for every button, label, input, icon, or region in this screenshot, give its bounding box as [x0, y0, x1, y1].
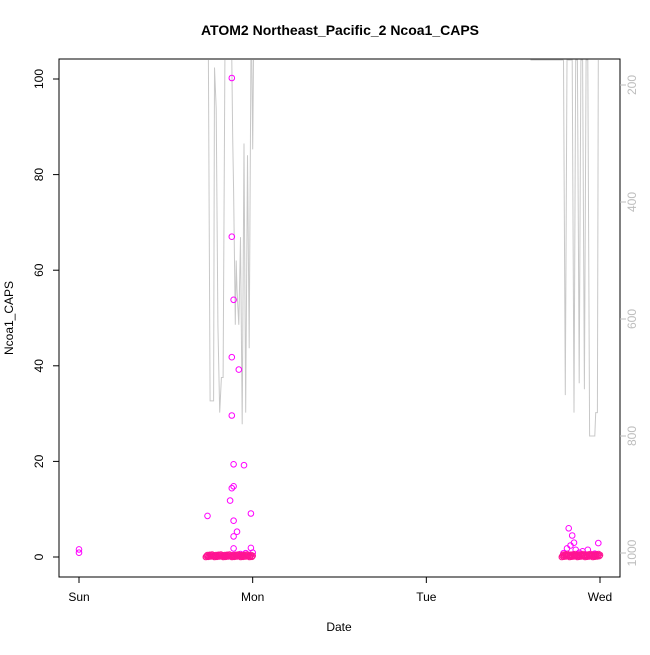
depth-line: [251, 59, 254, 150]
y-axis-label: Ncoa1_CAPS: [2, 281, 16, 355]
x-tick-label: Tue: [416, 590, 437, 604]
data-point: [230, 533, 237, 540]
data-point: [570, 539, 578, 547]
data-point: [248, 553, 256, 561]
y-tick-label: 60: [32, 263, 46, 277]
y-tick-label: 20: [32, 454, 46, 468]
data-point: [233, 528, 241, 536]
y-tick-label: 80: [32, 168, 46, 182]
data-point: [228, 74, 236, 82]
data-point: [568, 532, 576, 539]
data-point: [204, 512, 211, 520]
data-point: [226, 497, 234, 504]
data-point: [228, 484, 236, 492]
data-point: [230, 483, 237, 490]
data-points: [75, 74, 604, 561]
data-point: [75, 546, 83, 553]
data-point: [596, 551, 604, 559]
y-tick-label: 0: [32, 553, 46, 560]
y2-tick-label: 800: [625, 426, 639, 446]
x-axis-label: Date: [326, 620, 352, 634]
data-point: [75, 549, 83, 557]
y-tick-label: 40: [32, 359, 46, 373]
data-point: [240, 461, 248, 469]
y-tick-label: 100: [32, 69, 46, 89]
data-point: [565, 525, 573, 532]
y2-tick-label: 400: [625, 192, 639, 212]
data-point: [228, 353, 236, 361]
data-point: [235, 366, 243, 373]
depth-line: [207, 59, 226, 413]
chart-title: ATOM2 Northeast_Pacific_2 Ncoa1_CAPS: [201, 22, 479, 38]
depth-line: [231, 59, 252, 425]
data-point: [246, 553, 253, 561]
data-point: [228, 412, 236, 419]
x-tick-label: Mon: [241, 590, 264, 604]
data-point: [230, 461, 237, 468]
data-point: [247, 510, 255, 517]
x-tick-label: Wed: [588, 590, 612, 604]
depth-lines: [207, 59, 599, 437]
data-point: [596, 552, 603, 560]
plot-frame: [58, 58, 621, 578]
data-point: [228, 233, 236, 240]
y2-tick-label: 1000: [625, 539, 639, 566]
depth-line: [563, 59, 599, 437]
data-point: [249, 552, 256, 560]
data-point: [230, 517, 237, 525]
x-tick-label: Sun: [68, 590, 89, 604]
data-point: [230, 545, 237, 552]
y2-tick-label: 600: [625, 309, 639, 329]
data-point: [230, 296, 237, 304]
y2-tick-label: 200: [625, 75, 639, 95]
axes: Sun Mon Tue Wed 0 20 40 60 80 100 200 400 600 800 1000: [32, 69, 639, 604]
data-point: [595, 539, 602, 547]
